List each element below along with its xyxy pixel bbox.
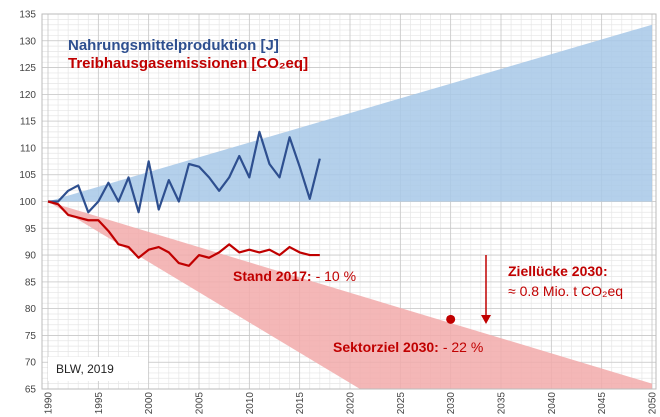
band-area	[48, 201, 652, 389]
annotation: Ziellücke 2030: ≈ 0.8 Mio. t CO₂eq	[508, 263, 623, 299]
legend-entry: Nahrungsmittelproduktion [J]	[68, 37, 279, 54]
y-tick-label: 135	[19, 10, 36, 21]
y-tick-label: 130	[19, 36, 36, 47]
areas	[48, 24, 652, 389]
x-tick-label: 2045	[597, 392, 608, 415]
y-tick-label: 115	[20, 117, 36, 128]
plot-frame	[41, 13, 657, 390]
annotation: Sektorziel 2030: - 22 %	[333, 339, 483, 355]
source-box	[48, 357, 148, 381]
y-tick-label: 120	[19, 90, 36, 101]
x-tick-label: 2035	[497, 392, 508, 415]
annotation-label: Sektorziel 2030:	[333, 339, 439, 355]
arrow	[481, 255, 491, 324]
y-tick-label: 75	[25, 331, 37, 342]
y-tick-label: 105	[19, 170, 36, 181]
band-area	[48, 24, 652, 202]
annotation-label: Ziellücke 2030:	[508, 263, 608, 279]
x-tick-label: 2030	[446, 392, 457, 415]
annotation-value: ≈ 0.8 Mio. t CO₂eq	[508, 283, 623, 299]
x-tick-label: 2015	[295, 392, 306, 415]
x-tick-label: 2000	[144, 392, 155, 415]
series-line	[48, 130, 321, 214]
arrow-head	[481, 315, 491, 324]
y-tick-label: 90	[25, 251, 37, 262]
y-tick-label: 85	[25, 277, 37, 288]
annotation-value: - 22 %	[443, 339, 483, 355]
source: BLW, 2019	[56, 362, 114, 376]
legend-entry: Treibhausgasemissionen [CO₂eq]	[68, 55, 308, 72]
annotation-label: Stand 2017:	[233, 268, 312, 284]
texts: 65 70 75 80 85 90 95 100 105 110 115 120 125 130 135 19…	[19, 10, 658, 415]
x-tick-label: 2010	[245, 392, 256, 415]
annotation: Stand 2017: - 10 %	[233, 268, 356, 284]
target-point	[446, 314, 456, 324]
y-tick-label: 110	[20, 143, 36, 154]
x-tick-label: 2020	[346, 392, 357, 415]
y-tick-label: 95	[25, 224, 37, 235]
y-tick-label: 125	[19, 63, 36, 74]
series-line	[47, 200, 320, 267]
y-tick-label: 80	[25, 304, 37, 315]
x-tick-label: 2025	[396, 392, 407, 415]
x-tick-label: 2040	[547, 392, 558, 415]
x-tick-label: 2005	[195, 392, 206, 415]
lines	[47, 130, 456, 324]
y-tick-label: 100	[19, 197, 36, 208]
x-tick-label: 1995	[94, 392, 105, 415]
annotation-value: - 10 %	[316, 268, 356, 284]
y-tick-label: 70	[25, 358, 37, 369]
x-tick-label: 1990	[44, 392, 55, 415]
x-tick-label: 2050	[648, 392, 659, 415]
y-tick-label: 65	[25, 385, 37, 396]
